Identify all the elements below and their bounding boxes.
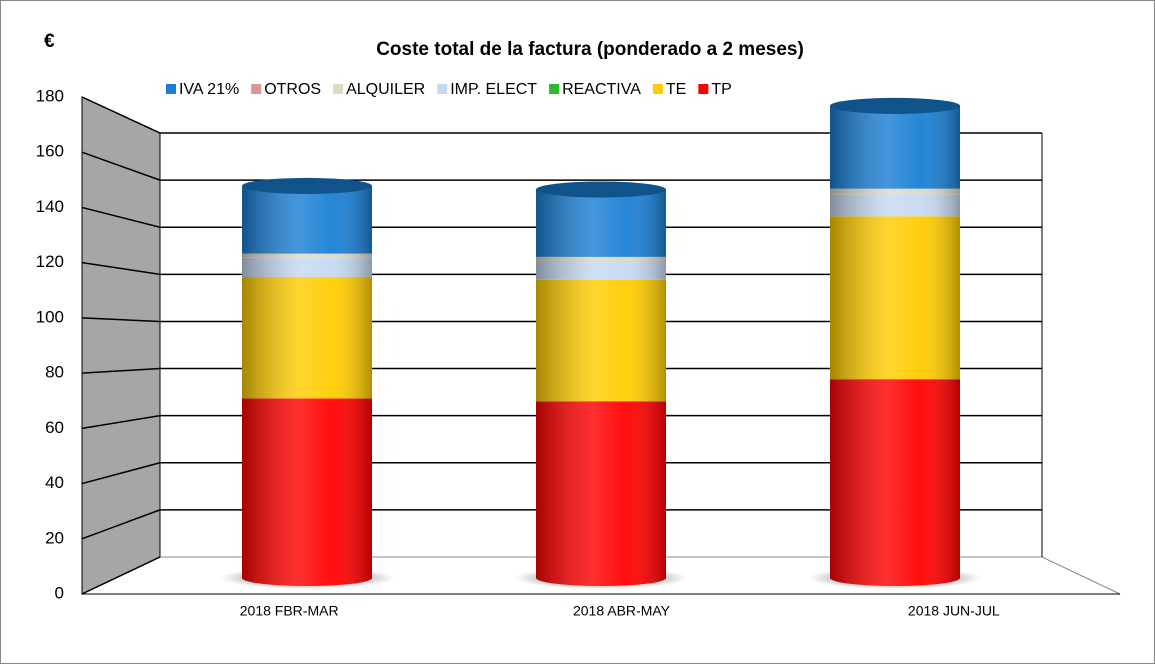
bar-top	[536, 181, 666, 198]
legend-label: OTROS	[264, 81, 321, 98]
legend-swatch	[652, 84, 663, 94]
bar-top	[830, 97, 960, 114]
legend-swatch	[166, 84, 176, 94]
bar-shade	[242, 398, 372, 578]
legend-label: ALQUILER	[346, 81, 425, 98]
bar-shade	[242, 253, 372, 258]
y-tick-label: 0	[55, 583, 64, 602]
tick-line	[81, 367, 161, 374]
tick-line	[81, 96, 161, 134]
tick-line	[81, 556, 161, 595]
y-tick-label: 60	[45, 418, 64, 437]
bar-shade	[830, 188, 960, 195]
bar-shade	[830, 194, 960, 217]
tick-line	[81, 261, 161, 276]
tick-line	[81, 151, 161, 181]
tick-line	[81, 462, 161, 485]
y-axis-label: €	[44, 31, 55, 52]
legend-label: REACTIVA	[562, 81, 641, 98]
y-tick-label: 120	[36, 252, 64, 271]
y-tick-label: 180	[36, 86, 64, 105]
legend-swatch	[333, 84, 344, 94]
tick-line	[81, 509, 161, 540]
bar-shade	[830, 105, 960, 189]
y-tick-label: 80	[45, 363, 64, 382]
bar-top	[242, 177, 372, 194]
legend-label: TP	[711, 81, 731, 98]
tick-line	[81, 206, 161, 228]
bar-shade	[536, 189, 666, 257]
bar-shade	[242, 277, 372, 399]
y-tick-label: 20	[45, 528, 64, 547]
bar-shade	[536, 256, 666, 262]
x-tick-label: 2018 JUN-JUL	[908, 603, 1000, 619]
legend-swatch	[698, 84, 709, 94]
legend-label: TE	[666, 81, 686, 98]
left-wall	[81, 96, 161, 595]
bar-shade	[536, 261, 666, 280]
bar-shade	[536, 401, 666, 578]
bar-shade	[830, 216, 960, 380]
y-tick-label: 140	[36, 197, 64, 216]
legend-swatch	[437, 84, 448, 94]
bar-shade	[242, 257, 372, 278]
bar-top-shade	[536, 181, 666, 198]
x-tick-label: 2018 FBR-MAR	[240, 603, 339, 619]
x-tick-label: 2018 ABR-MAY	[573, 603, 671, 619]
chart-title: Coste total de la factura (ponderado a 2…	[376, 39, 804, 60]
tick-line	[81, 414, 161, 430]
legend-swatch	[549, 84, 560, 94]
bar-top-shade	[242, 177, 372, 194]
legend-label: IMP. ELECT	[450, 81, 537, 98]
tick-line	[81, 317, 161, 323]
bar-shade	[242, 185, 372, 254]
bar-shade	[536, 279, 666, 402]
legend-label: IVA 21%	[179, 81, 239, 98]
bar-shade	[830, 379, 960, 578]
bar-top-shade	[830, 97, 960, 114]
y-tick-label: 100	[36, 307, 64, 326]
y-tick-label: 160	[36, 142, 64, 161]
legend-swatch	[251, 84, 262, 94]
y-tick-label: 40	[45, 473, 64, 492]
